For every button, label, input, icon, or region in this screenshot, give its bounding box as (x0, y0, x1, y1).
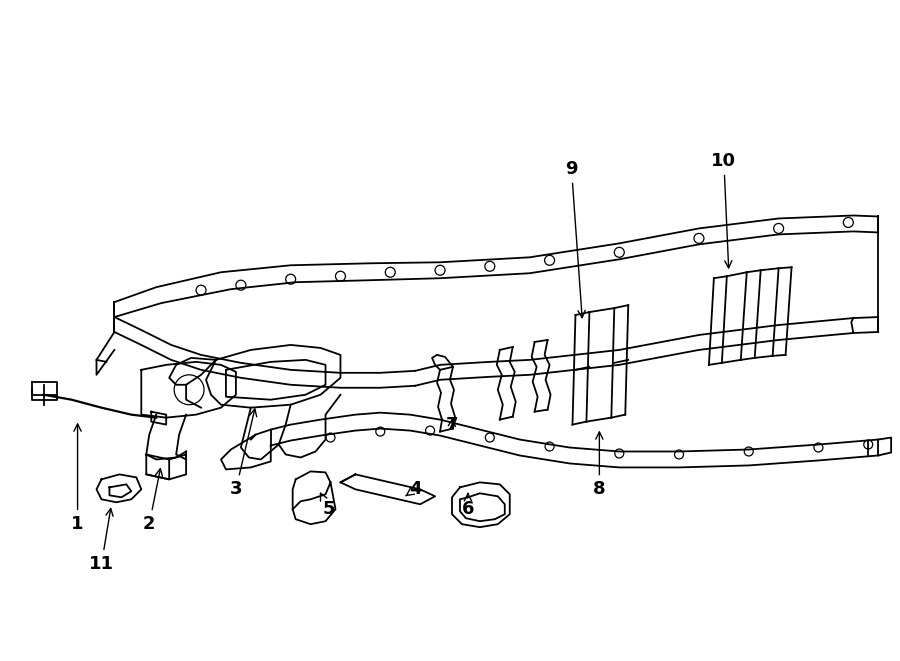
Text: 1: 1 (71, 424, 84, 533)
Text: 10: 10 (711, 152, 736, 268)
Text: 11: 11 (89, 508, 114, 573)
Text: 6: 6 (462, 494, 474, 518)
Text: 4: 4 (406, 481, 421, 498)
Text: 2: 2 (143, 469, 163, 533)
Text: 7: 7 (446, 416, 458, 434)
Text: 3: 3 (230, 409, 256, 498)
Text: 9: 9 (565, 160, 585, 318)
Text: 5: 5 (320, 493, 335, 518)
Text: 8: 8 (593, 432, 606, 498)
